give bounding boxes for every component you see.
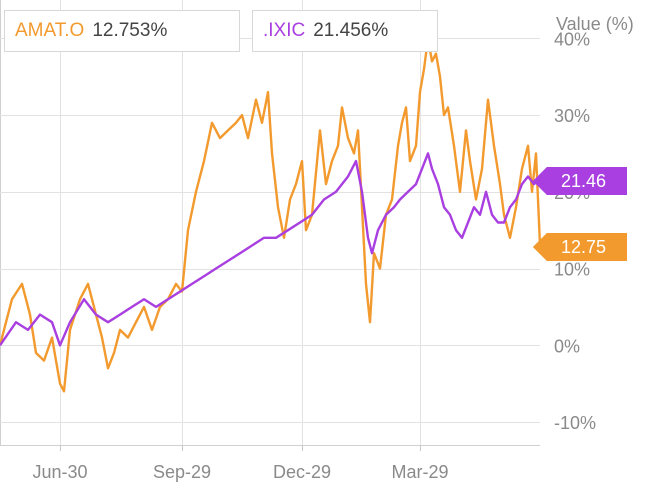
value-tag-amat: 12.75 <box>532 233 627 262</box>
legend-value-ixic: 21.456% <box>313 20 389 41</box>
legend-value-amat: 12.753% <box>92 20 168 41</box>
x-tick-label: Mar-29 <box>391 462 448 482</box>
value-tag-amat-label: 12.75 <box>561 237 607 258</box>
value-tag-ixic: 21.46 <box>532 166 627 195</box>
series-line-amato <box>0 37 542 393</box>
y-tick-label: 0% <box>554 336 580 356</box>
y-tick-label: -10% <box>554 413 596 433</box>
y-tick-label: 30% <box>554 106 590 126</box>
x-tick-label: Dec-29 <box>273 462 331 482</box>
y-tick-label: 10% <box>554 260 590 280</box>
y-axis-title: Value (%) <box>556 14 634 34</box>
legend-label-ixic: .IXIC <box>263 20 306 41</box>
legend-label-amat: AMAT.O <box>15 20 85 41</box>
x-tick-label: Sep-29 <box>153 462 211 482</box>
series-line-ixic <box>0 152 539 347</box>
legend-item-amat[interactable]: AMAT.O 12.753% <box>4 10 240 52</box>
y-tick-label: 40% <box>554 29 590 49</box>
legend-item-ixic[interactable]: .IXIC 21.456% <box>252 10 438 52</box>
value-tag-ixic-label: 21.46 <box>561 170 607 191</box>
x-tick-label: Jun-30 <box>32 462 87 482</box>
